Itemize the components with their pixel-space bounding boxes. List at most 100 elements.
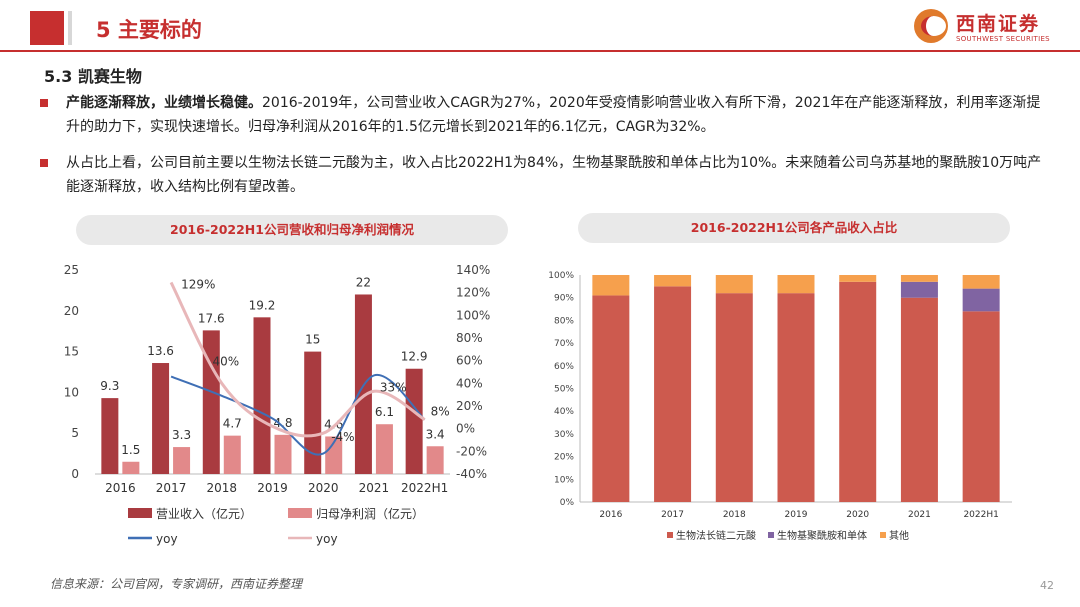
- stacked-bar-segment: [900, 275, 938, 282]
- bullet-square-icon: [40, 99, 48, 107]
- chart1-left-tick-label: 5: [71, 426, 79, 440]
- stacked-bar-segment: [962, 311, 1000, 502]
- bullet-body: 从占比上看，公司目前主要以生物法长链二元酸为主，收入占比2022H1为84%，生…: [66, 155, 1042, 195]
- chart2-legend-label: 生物基聚酰胺和单体: [777, 529, 867, 542]
- revenue-data-label: 22: [356, 275, 371, 289]
- stacked-bar-segment: [654, 286, 692, 502]
- chart2-y-tick-label: 50%: [554, 385, 574, 395]
- chart1-x-tick-label: 2020: [308, 481, 339, 495]
- header: 5 主要标的 西南证券 SOUTHWEST SECURITIES: [0, 0, 1080, 52]
- chart2-legend-swatch: [768, 532, 774, 538]
- chart2-y-tick-label: 10%: [554, 475, 574, 485]
- page-number: 42: [1040, 579, 1054, 592]
- profit-data-label: 1.5: [121, 443, 140, 457]
- chart2-x-tick-label: 2016: [599, 510, 622, 520]
- chart1-legend-swatch: [288, 508, 312, 518]
- revenue-bar: [304, 351, 322, 474]
- page-title: 5 主要标的: [96, 18, 202, 42]
- chart2-y-tick-label: 60%: [554, 362, 574, 372]
- chart2-y-tick-label: 0%: [560, 498, 575, 508]
- bullet-2: 从占比上看，公司目前主要以生物法长链二元酸为主，收入占比2022H1为84%，生…: [40, 151, 1050, 199]
- revenue-bar: [202, 330, 220, 474]
- bullet-text: 从占比上看，公司目前主要以生物法长链二元酸为主，收入占比2022H1为84%，生…: [40, 151, 1050, 199]
- chart2-x-tick-label: 2022H1: [963, 510, 998, 520]
- chart2-legend-swatch: [667, 532, 673, 538]
- bullet-bold: 产能逐渐释放，业绩增长稳健。: [66, 95, 262, 111]
- chart1-right-tick-label: 100%: [456, 308, 490, 322]
- chart1-x-tick-label: 2016: [105, 481, 136, 495]
- bullet-square-icon: [40, 159, 48, 167]
- chart1-legend-label: 营业收入（亿元）: [156, 506, 252, 521]
- profit-yoy-data-label: 33%: [380, 380, 407, 394]
- profit-yoy-data-label: 40%: [212, 354, 239, 368]
- chart2-y-tick-label: 40%: [554, 407, 574, 417]
- revenue-yoy-line: [170, 374, 426, 456]
- header-divider: [0, 50, 1080, 52]
- chart2-legend-swatch: [880, 532, 886, 538]
- chart1-left-tick-label: 20: [64, 304, 79, 318]
- chart2-x-tick-label: 2020: [846, 510, 869, 520]
- revenue-bar: [253, 317, 271, 474]
- stacked-bar-segment: [839, 281, 877, 502]
- logo-name-en: SOUTHWEST SECURITIES: [956, 35, 1050, 43]
- chart1-right-tick-label: -20%: [456, 444, 487, 458]
- stacked-bar-segment: [962, 288, 1000, 312]
- stacked-bar-segment: [900, 281, 938, 298]
- chart1-left-tick-label: 15: [64, 345, 79, 359]
- chart2-y-tick-label: 30%: [554, 430, 574, 440]
- chart1-right-tick-label: 20%: [456, 399, 483, 413]
- stacked-bar-segment: [592, 295, 630, 502]
- chart1-title: 2016-2022H1公司营收和归母净利润情况: [76, 215, 508, 245]
- revenue-data-label: 12.9: [401, 350, 428, 364]
- revenue-bar: [101, 398, 119, 474]
- profit-data-label: 4.8: [273, 416, 292, 430]
- profit-bar: [325, 436, 343, 474]
- chart1-x-tick-label: 2021: [359, 481, 390, 495]
- source-note: 信息来源：公司官网，专家调研，西南证券整理: [50, 577, 303, 591]
- profit-yoy-data-label: -4%: [331, 430, 354, 444]
- bullet-1: 产能逐渐释放，业绩增长稳健。2016-2019年，公司营业收入CAGR为27%，…: [40, 91, 1050, 139]
- profit-bar: [122, 461, 140, 474]
- stacked-bar-segment: [839, 275, 877, 282]
- stacked-bar-segment: [715, 275, 753, 294]
- profit-bar: [223, 435, 241, 474]
- chart1-legend-label: yoy: [316, 532, 338, 546]
- profit-data-label: 3.3: [172, 428, 191, 442]
- logo-name-cn: 西南证券: [956, 13, 1041, 35]
- chart2-x-tick-label: 2019: [785, 510, 808, 520]
- revenue-bar: [152, 363, 170, 474]
- chart1-right-tick-label: 140%: [456, 263, 490, 277]
- stacked-bar-segment: [777, 275, 815, 294]
- logo-mark-icon: [914, 9, 948, 43]
- header-accent-block: [30, 11, 64, 45]
- profit-bar: [375, 424, 393, 474]
- profit-bar: [173, 447, 191, 474]
- bullet-text: 产能逐渐释放，业绩增长稳健。2016-2019年，公司营业收入CAGR为27%，…: [40, 91, 1050, 139]
- stacked-bar-segment: [654, 275, 692, 287]
- stacked-bar-segment: [962, 275, 1000, 289]
- company-logo: 西南证券 SOUTHWEST SECURITIES: [910, 6, 1050, 48]
- chart1-right-tick-label: 40%: [456, 376, 483, 390]
- chart2-x-tick-label: 2018: [723, 510, 746, 520]
- chart1-legend-label: 归母净利润（亿元）: [316, 506, 424, 521]
- chart2-x-tick-label: 2017: [661, 510, 684, 520]
- chart1-x-tick-label: 2018: [207, 481, 238, 495]
- chart1-x-tick-label: 2022H1: [401, 481, 448, 495]
- header-accent-bar: [68, 11, 72, 45]
- chart2-y-tick-label: 90%: [554, 294, 574, 304]
- profit-yoy-line: [169, 281, 426, 438]
- profit-data-label: 3.4: [426, 427, 445, 441]
- chart2-x-tick-label: 2021: [908, 510, 931, 520]
- chart1-right-tick-label: 0%: [456, 422, 475, 436]
- chart1-right-tick-label: 60%: [456, 354, 483, 368]
- stacked-bar-segment: [777, 293, 815, 502]
- profit-data-label: 4.7: [223, 417, 242, 431]
- revenue-bar: [405, 368, 423, 474]
- chart1-left-tick-label: 25: [64, 263, 79, 277]
- stacked-bar-segment: [900, 297, 938, 502]
- profit-yoy-data-label: 129%: [181, 277, 215, 291]
- profit-yoy-data-label: 8%: [431, 405, 450, 419]
- revenue-data-label: 17.6: [198, 311, 225, 325]
- chart1-legend-label: yoy: [156, 532, 178, 546]
- stacked-bar-segment: [592, 275, 630, 296]
